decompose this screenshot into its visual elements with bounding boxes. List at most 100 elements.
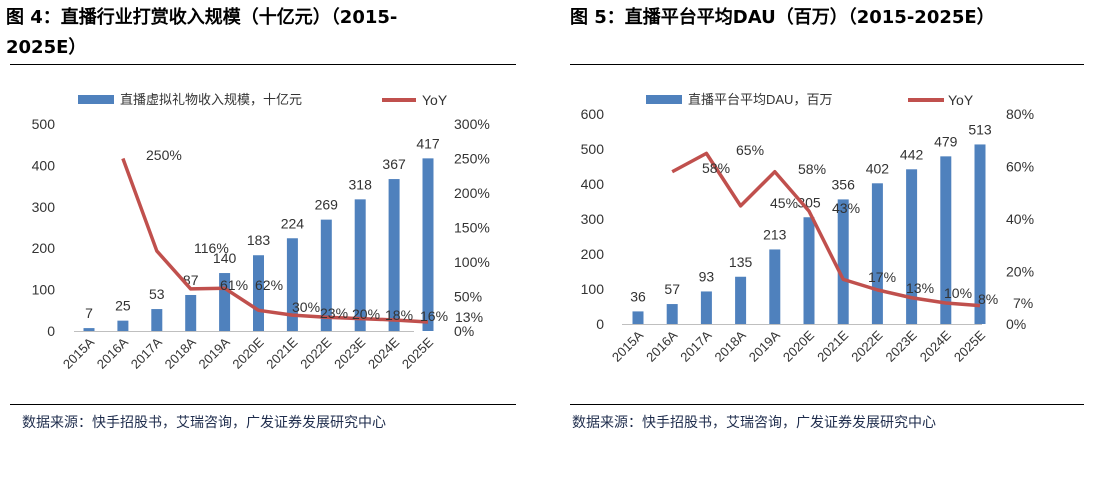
category-label: 2020E [229, 334, 266, 371]
yoy-data-label: 30% [292, 299, 320, 315]
right-tick-label: 20% [1006, 264, 1034, 280]
category-label: 2022E [297, 334, 334, 371]
bar-data-label: 25 [115, 298, 131, 314]
chart-panel-dau: 图 5：直播平台平均DAU（百万）（2015-2025E） 直播平台平均DAU，… [560, 0, 1094, 481]
bar-data-label: 402 [866, 160, 890, 176]
category-label: 2016A [643, 327, 680, 364]
yoy-data-label: 20% [352, 306, 380, 322]
yoy-data-label: 58% [798, 161, 826, 177]
bar-2018A [735, 276, 747, 324]
bar-data-label: 53 [149, 286, 165, 302]
left-tick-label: 300 [581, 211, 605, 227]
source-rule [10, 404, 516, 405]
yoy-data-label: 23% [320, 305, 348, 321]
right-tick-label: 250% [454, 151, 490, 167]
bar-2020E [253, 255, 264, 331]
bar-2019A [219, 273, 231, 331]
bar-data-label: 417 [416, 135, 440, 151]
right-tick-label: 200% [454, 185, 490, 201]
category-label: 2017A [128, 334, 165, 371]
left-tick-label: 500 [581, 141, 605, 157]
bar-2017A [700, 291, 712, 324]
yoy-data-label: 43% [832, 200, 860, 216]
bar-data-label: 213 [763, 226, 787, 242]
left-tick-label: 200 [32, 240, 56, 256]
yoy-data-label: 16% [420, 308, 448, 324]
right-tick-label: 150% [454, 220, 490, 236]
bar-data-label: 318 [349, 176, 373, 192]
figure-title-line1: 图 4：直播行业打赏收入规模（十亿元）（2015- [6, 7, 398, 28]
bar-data-label: 183 [247, 232, 271, 248]
bar-2016A [117, 320, 129, 331]
bar-2017A [151, 309, 163, 331]
bar-data-label: 93 [699, 268, 715, 284]
left-tick-label: 500 [32, 116, 56, 132]
figure-title-line1: 图 5：直播平台平均DAU（百万）（2015-2025E） [570, 7, 995, 28]
yoy-data-label: 250% [146, 147, 182, 163]
left-tick-label: 0 [596, 316, 604, 332]
legend-bar-swatch [78, 95, 114, 104]
left-tick-label: 0 [47, 323, 55, 339]
right-tick-label: 50% [454, 289, 482, 305]
bar-2019A [769, 249, 781, 324]
bar-data-label: 356 [832, 176, 856, 192]
left-tick-label: 400 [581, 176, 605, 192]
yoy-data-label: 116% [194, 240, 229, 256]
yoy-data-label: 58% [702, 160, 730, 176]
bar-2015A [632, 311, 644, 324]
bar-data-label: 36 [630, 288, 646, 304]
bar-2022E [871, 183, 883, 324]
bar-2021E [837, 199, 849, 324]
bar-data-label: 224 [281, 215, 305, 231]
bar-data-label: 513 [968, 121, 992, 137]
bar-2025E [422, 158, 434, 331]
category-label: 2022E [848, 327, 885, 364]
category-label: 2018A [162, 334, 199, 371]
yoy-data-label: 10% [944, 285, 972, 301]
category-label: 2016A [94, 334, 131, 371]
right-tick-label: 100% [454, 254, 490, 270]
bar-2023E [354, 199, 366, 331]
left-tick-label: 100 [581, 281, 605, 297]
yoy-data-label: 18% [385, 307, 413, 323]
bar-2021E [286, 238, 298, 331]
bar-2022E [320, 219, 332, 331]
yoy-data-label: 45% [770, 195, 798, 211]
yoy-line [121, 157, 429, 324]
category-label: 2015A [60, 334, 97, 371]
bar-2020E [803, 217, 815, 324]
source-rule [570, 404, 1084, 405]
category-label: 2025E [951, 327, 988, 364]
bar-data-label: 442 [900, 146, 924, 162]
bar-data-label: 269 [315, 197, 339, 213]
legend-bar-label: 直播虚拟礼物收入规模，十亿元 [120, 92, 302, 107]
bar-2015A [83, 328, 95, 331]
legend-line-label: YoY [422, 92, 448, 108]
yoy-data-label: 8% [978, 291, 998, 307]
yoy-data-label: 62% [255, 277, 283, 293]
category-label: 2017A [677, 327, 714, 364]
right-tick-label: 0% [1006, 316, 1026, 332]
chart-panel-revenue: 图 4：直播行业打赏收入规模（十亿元）（2015- 2025E） 直播虚拟礼物收… [0, 0, 520, 481]
source-note: 数据来源：快手招股书，艾瑞咨询，广发证券发展研究中心 [22, 415, 386, 431]
right-tick-label: 60% [1006, 159, 1034, 175]
left-tick-label: 400 [32, 157, 56, 173]
bar-data-label: 7 [85, 305, 93, 321]
left-tick-label: 600 [581, 106, 605, 122]
bar-data-label: 135 [729, 254, 753, 270]
bar-data-label: 140 [213, 250, 237, 266]
left-tick-label: 100 [32, 282, 56, 298]
category-label: 2025E [399, 334, 436, 371]
left-tick-label: 300 [32, 199, 56, 215]
category-label: 2019A [196, 334, 233, 371]
category-label: 2021E [263, 334, 300, 371]
source-note: 数据来源：快手招股书，艾瑞咨询，广发证券发展研究中心 [572, 415, 936, 431]
category-label: 2023E [331, 334, 368, 371]
yoy-data-label: 13% [906, 280, 934, 296]
category-label: 2021E [814, 327, 851, 364]
title-rule [570, 64, 1084, 65]
yoy-line [671, 151, 981, 308]
right-tick-label: 40% [1006, 211, 1034, 227]
legend-line-label: YoY [948, 92, 974, 108]
category-label: 2019A [746, 327, 783, 364]
